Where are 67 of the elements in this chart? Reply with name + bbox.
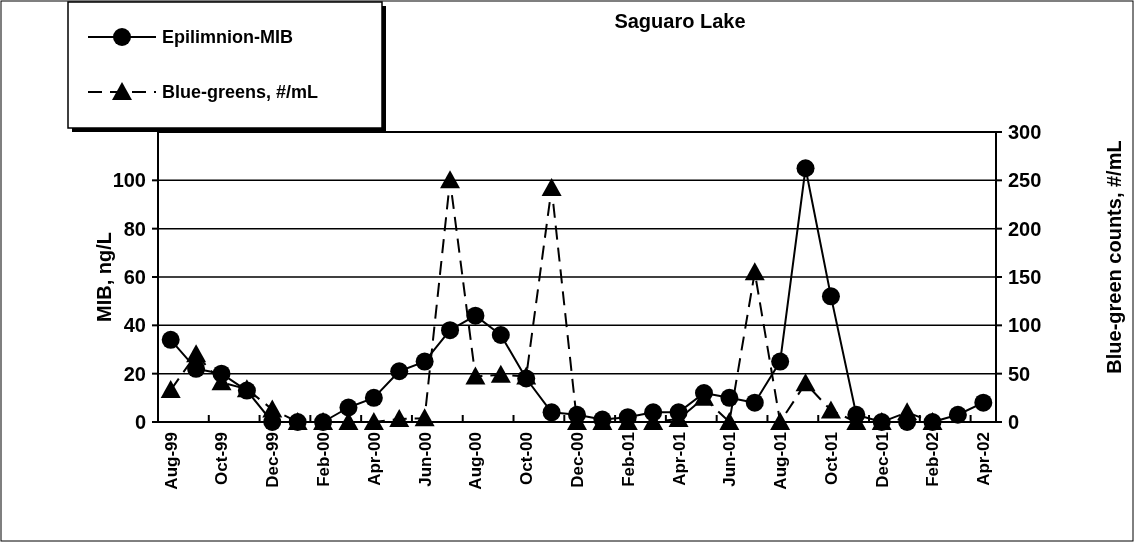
point bbox=[440, 170, 461, 189]
y2-tick-label: 150 bbox=[1008, 266, 1042, 288]
x-tick-label: Feb-02 bbox=[923, 432, 943, 487]
x-tick-label: Aug-99 bbox=[161, 432, 181, 490]
y2-tick-label: 250 bbox=[1008, 169, 1042, 192]
x-tick-label: Feb-00 bbox=[314, 432, 334, 487]
point bbox=[363, 412, 384, 430]
y2-tick-label: 200 bbox=[1008, 217, 1042, 240]
x-tick-label: Jun-01 bbox=[720, 432, 740, 487]
point bbox=[186, 344, 207, 363]
x-tick-label: Dec-01 bbox=[872, 432, 892, 488]
point bbox=[719, 412, 740, 430]
point bbox=[796, 159, 815, 178]
point bbox=[389, 409, 410, 428]
point bbox=[466, 306, 485, 325]
point bbox=[491, 326, 510, 344]
x-tick-label: Feb-01 bbox=[618, 432, 638, 487]
point bbox=[339, 398, 358, 417]
point bbox=[390, 362, 409, 381]
x-tick-label: Aug-01 bbox=[771, 432, 791, 490]
y2-tick-label: 300 bbox=[1008, 121, 1042, 143]
y-tick-label: 100 bbox=[112, 169, 146, 192]
x-tick-label: Oct-99 bbox=[212, 432, 232, 485]
y2-tick-label: 100 bbox=[1008, 314, 1042, 337]
y-tick-label: 40 bbox=[123, 314, 146, 337]
point bbox=[262, 399, 283, 418]
y2-tick-label: 0 bbox=[1008, 411, 1020, 433]
point bbox=[720, 388, 739, 407]
x-tick-label: Oct-01 bbox=[821, 432, 841, 485]
legend-label: Epilimnion-MIB bbox=[162, 27, 293, 48]
point bbox=[160, 380, 181, 399]
x-tick-label: Dec-00 bbox=[567, 432, 587, 488]
x-tick-label: Oct-00 bbox=[517, 432, 537, 485]
point bbox=[948, 405, 967, 424]
y-tick-label: 80 bbox=[123, 217, 146, 240]
point bbox=[771, 352, 790, 371]
x-tick-label: Apr-00 bbox=[364, 432, 384, 486]
point bbox=[820, 400, 841, 419]
y-tick-label: 0 bbox=[134, 411, 146, 433]
point bbox=[490, 364, 511, 383]
y-tick-label: 20 bbox=[123, 362, 146, 385]
x-tick-label: Apr-02 bbox=[974, 432, 994, 486]
y2-axis-title: Blue-green counts, #/mL bbox=[1103, 140, 1125, 374]
point bbox=[465, 366, 486, 385]
x-tick-label: Apr-01 bbox=[669, 432, 689, 486]
x-tick-label: Aug-00 bbox=[466, 432, 486, 490]
point bbox=[821, 287, 840, 306]
chart-title: Saguaro Lake bbox=[614, 10, 746, 32]
point bbox=[974, 393, 993, 412]
point bbox=[541, 178, 562, 197]
x-tick-label: Dec-99 bbox=[263, 432, 283, 488]
point bbox=[542, 403, 561, 422]
point bbox=[744, 262, 765, 281]
y-axis-title: MIB, ng/L bbox=[93, 232, 115, 322]
point bbox=[364, 388, 383, 407]
x-tick-label: Jun-00 bbox=[415, 432, 435, 487]
point bbox=[795, 373, 816, 392]
y2-tick-label: 50 bbox=[1008, 362, 1031, 385]
point bbox=[415, 352, 434, 371]
point bbox=[745, 393, 764, 412]
point bbox=[414, 408, 435, 427]
legend-label: Blue-greens, #/mL bbox=[162, 82, 319, 103]
point bbox=[770, 412, 791, 430]
point bbox=[161, 330, 180, 349]
point bbox=[441, 321, 460, 340]
point bbox=[897, 402, 918, 421]
y-tick-label: 60 bbox=[123, 266, 146, 288]
